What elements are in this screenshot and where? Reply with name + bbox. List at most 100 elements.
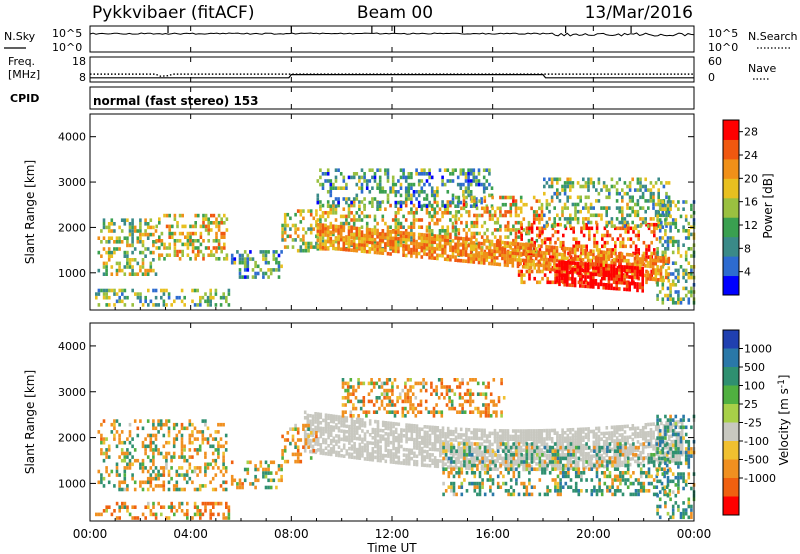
velocity-cell xyxy=(102,458,106,463)
power-band-cell xyxy=(467,237,470,242)
power-band-cell xyxy=(386,242,390,246)
power-cell xyxy=(595,226,599,231)
power-cell xyxy=(141,258,145,262)
ground-scatter-cell xyxy=(363,457,367,461)
ground-scatter-cell xyxy=(644,436,648,441)
ground-scatter-cell xyxy=(527,431,531,436)
power-colorbar-segment xyxy=(723,197,739,218)
power-band-cell xyxy=(636,285,639,289)
power-band-cell xyxy=(358,239,361,244)
power-cell xyxy=(262,250,265,254)
power-cell xyxy=(176,224,179,229)
ground-scatter-cell xyxy=(433,445,437,449)
power-band-cell xyxy=(321,242,325,246)
power-band-cell xyxy=(586,262,590,267)
power-band-cell xyxy=(407,234,411,239)
power-cell xyxy=(209,292,212,296)
ground-scatter-cell xyxy=(623,457,627,462)
power-cell xyxy=(299,212,303,217)
power-cell xyxy=(136,272,140,276)
power-cell xyxy=(491,206,494,211)
ground-scatter-cell xyxy=(431,458,434,463)
power-cell xyxy=(352,200,356,204)
ground-scatter-cell xyxy=(418,452,421,456)
power-cell xyxy=(102,272,106,276)
ground-scatter-cell xyxy=(355,420,359,424)
ground-scatter-cell xyxy=(397,450,401,454)
power-band-cell xyxy=(662,262,665,267)
ground-scatter-cell xyxy=(613,428,616,432)
ground-scatter-cell xyxy=(470,461,473,465)
power-band-cell xyxy=(324,223,327,228)
ground-scatter-cell xyxy=(654,444,658,448)
power-cell xyxy=(404,190,408,194)
ground-scatter-cell xyxy=(592,440,596,445)
power-cell xyxy=(126,218,129,222)
ground-scatter-cell xyxy=(397,439,401,443)
ground-scatter-cell xyxy=(327,430,330,434)
ground-scatter-cell xyxy=(309,449,312,454)
power-cell xyxy=(523,280,526,285)
power-cell xyxy=(647,188,650,192)
power-band-cell xyxy=(350,235,353,240)
ground-scatter-cell xyxy=(316,415,320,419)
ground-scatter-cell xyxy=(478,447,481,452)
power-cell xyxy=(146,268,150,273)
ground-scatter-cell xyxy=(327,433,330,437)
velocity-cell xyxy=(120,451,124,456)
power-band-cell xyxy=(511,241,515,246)
ground-scatter-cell xyxy=(444,445,447,450)
power-band-cell xyxy=(631,281,634,286)
ground-scatter-cell xyxy=(480,434,484,438)
ground-scatter-cell xyxy=(537,429,541,433)
ground-scatter-cell xyxy=(652,422,655,426)
power-cell xyxy=(451,172,455,176)
power-cell xyxy=(519,206,523,211)
power-band-cell xyxy=(649,277,652,281)
power-cell xyxy=(165,246,169,250)
ground-scatter-cell xyxy=(410,437,414,442)
ground-scatter-cell xyxy=(615,425,619,429)
ground-scatter-cell xyxy=(678,436,681,441)
power-band-cell xyxy=(493,243,496,247)
power-band-cell xyxy=(412,235,416,239)
power-cell xyxy=(183,295,186,300)
power-cell xyxy=(679,254,683,258)
power-band-cell xyxy=(524,258,528,263)
power-cell xyxy=(389,225,392,229)
power-cell xyxy=(202,253,205,257)
power-cell xyxy=(136,295,140,300)
ground-scatter-cell xyxy=(329,430,333,435)
power-cell xyxy=(549,255,552,259)
power-cell xyxy=(551,255,555,259)
power-band-cell xyxy=(506,257,509,261)
ground-scatter-cell xyxy=(587,462,590,467)
power-cell xyxy=(238,260,242,265)
power-cell xyxy=(618,177,621,182)
power-cell xyxy=(220,217,223,221)
power-cell xyxy=(576,181,580,185)
ground-scatter-cell xyxy=(324,416,328,420)
power-cell xyxy=(334,239,338,244)
ground-scatter-cell xyxy=(657,432,661,437)
ground-scatter-cell xyxy=(410,434,414,439)
power-cell xyxy=(519,220,523,225)
power-band-cell xyxy=(493,259,496,263)
power-band-cell xyxy=(625,268,629,273)
ground-scatter-cell xyxy=(465,447,468,451)
power-band-cell xyxy=(641,285,644,290)
ground-scatter-cell xyxy=(610,447,614,452)
ground-scatter-cell xyxy=(514,434,518,439)
power-band-cell xyxy=(573,283,577,288)
power-cell xyxy=(641,184,645,189)
ground-scatter-cell xyxy=(337,434,341,438)
power-band-cell xyxy=(568,277,572,281)
power-band-cell xyxy=(428,240,431,244)
power-cell xyxy=(657,177,660,182)
ground-scatter-cell xyxy=(618,427,622,432)
power-cell xyxy=(582,177,585,182)
ground-scatter-cell xyxy=(472,428,476,432)
ground-scatter-cell xyxy=(420,455,424,459)
power-cell xyxy=(636,199,640,203)
power-cell xyxy=(399,175,403,180)
